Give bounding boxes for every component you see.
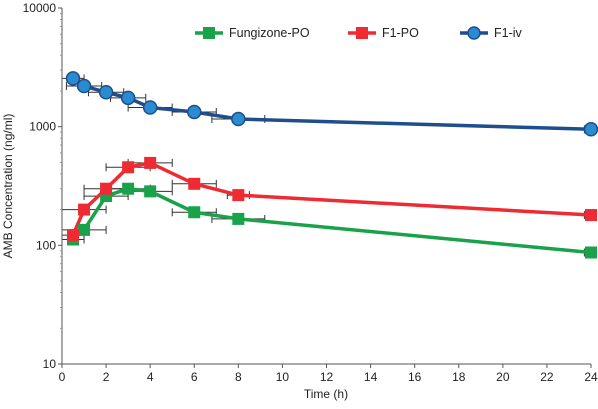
legend-swatch-marker: [356, 27, 368, 39]
y-ticks: 10 100 1000 10000: [23, 1, 62, 371]
x-tick-label: 18: [452, 370, 466, 384]
data-point: [142, 100, 158, 115]
data-point: [78, 203, 91, 216]
x-tick-label: 12: [320, 370, 334, 384]
data-point: [67, 229, 80, 242]
y-axis-title: AMB Concentration (ng/ml): [1, 114, 15, 259]
data-point: [585, 209, 597, 222]
data-point: [231, 111, 246, 127]
x-tick-label: 8: [235, 370, 242, 384]
legend-swatch-marker: [203, 27, 215, 39]
data-point: [144, 156, 157, 169]
data-point: [120, 90, 136, 106]
data-point: [122, 161, 135, 174]
series-line-fungizone-po: [71, 186, 592, 255]
data-point: [100, 182, 113, 195]
y-tick-label: 100: [36, 238, 56, 252]
x-tick-label: 14: [364, 370, 378, 384]
data-point: [98, 84, 114, 100]
y-tick-label: 1000: [29, 120, 56, 134]
series-markers: [65, 71, 598, 259]
y-tick-label: 10000: [23, 1, 57, 15]
data-point: [78, 223, 91, 236]
legend-label: F1-PO: [382, 26, 419, 40]
data-point: [122, 182, 135, 195]
legend-label: F1-iv: [494, 26, 523, 40]
x-tick-label: 22: [540, 370, 554, 384]
legend-label: Fungizone-PO: [229, 26, 310, 40]
data-point: [232, 212, 245, 225]
data-point: [585, 246, 597, 259]
data-point: [232, 189, 245, 202]
x-tick-label: 0: [59, 370, 66, 384]
x-tick-label: 20: [496, 370, 510, 384]
series-line-f1-po: [71, 161, 592, 236]
y-tick-label: 10: [43, 357, 57, 371]
data-point: [583, 122, 598, 137]
x-ticks: 0 2 4 6 8 10 12 14 16 18 20 22 24: [59, 364, 598, 384]
data-point: [65, 71, 81, 86]
legend: Fungizone-PO F1-PO F1-iv: [195, 26, 523, 40]
x-tick-label: 10: [276, 370, 290, 384]
data-point: [187, 104, 202, 120]
x-tick-label: 6: [191, 370, 198, 384]
data-point: [144, 185, 157, 198]
x-axis-title: Time (h): [304, 387, 348, 401]
x-tick-label: 4: [147, 370, 154, 384]
data-point: [76, 78, 92, 94]
x-tick-label: 24: [584, 370, 598, 384]
axes: [61, 8, 591, 365]
data-point: [188, 177, 201, 190]
x-tick-label: 16: [408, 370, 422, 384]
data-point: [188, 206, 201, 219]
x-tick-label: 2: [103, 370, 110, 384]
legend-swatch-marker: [467, 26, 481, 40]
